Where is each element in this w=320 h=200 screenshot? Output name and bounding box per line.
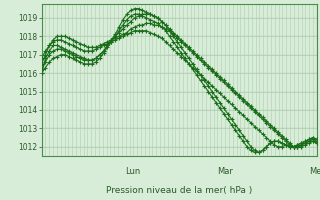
Text: Mar: Mar [217, 167, 233, 176]
Text: Pression niveau de la mer( hPa ): Pression niveau de la mer( hPa ) [106, 186, 252, 195]
Text: Mer: Mer [309, 167, 320, 176]
Text: Lun: Lun [126, 167, 141, 176]
